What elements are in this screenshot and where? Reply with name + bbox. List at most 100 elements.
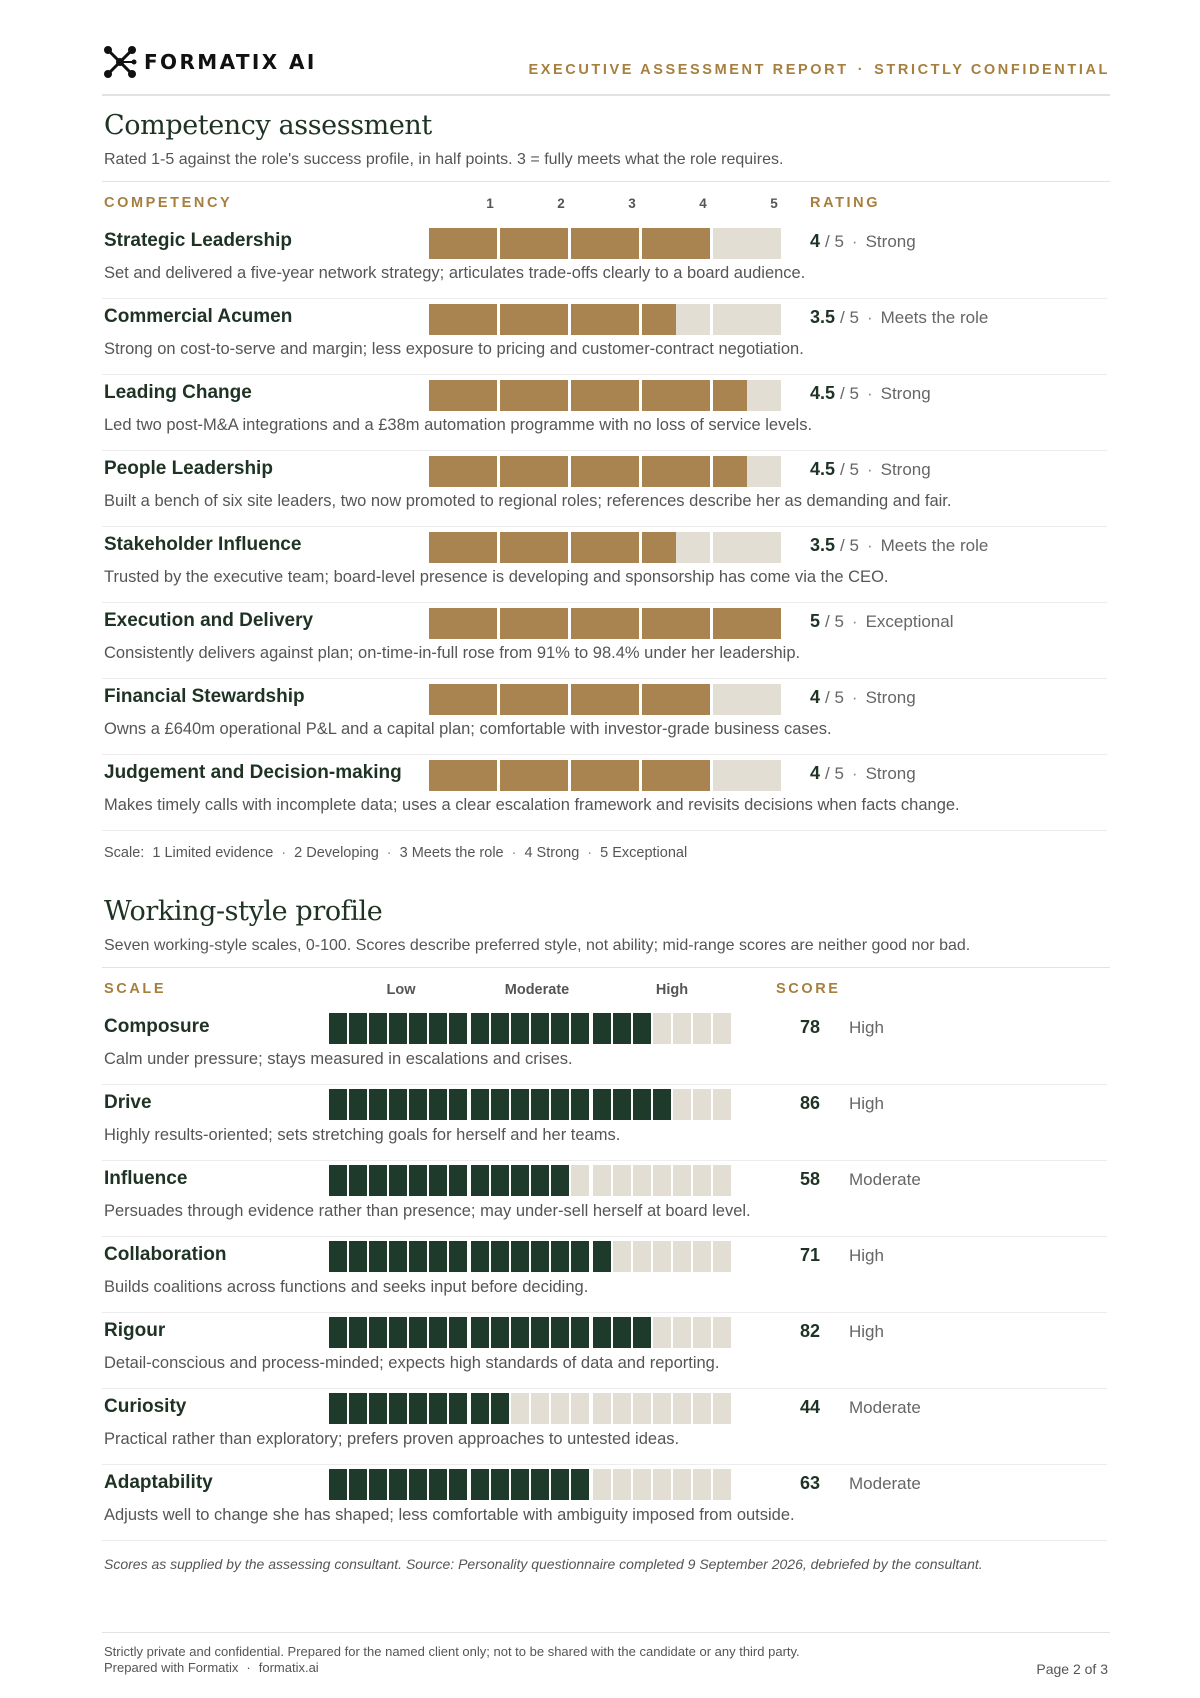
score-cell bbox=[551, 1165, 569, 1196]
score-level: High bbox=[849, 1322, 884, 1341]
rating-segment bbox=[642, 608, 710, 639]
score-cell bbox=[329, 1393, 347, 1424]
score-cell bbox=[713, 1089, 731, 1120]
score-cell bbox=[429, 1013, 447, 1044]
rating-segment-fill bbox=[500, 304, 568, 335]
rating-value: 3.5 bbox=[810, 535, 836, 555]
rating-segment bbox=[642, 380, 710, 411]
row-divider bbox=[102, 1540, 1107, 1541]
scale-description: Adjusts well to change she has shaped; l… bbox=[104, 1506, 795, 1524]
scale-name: Rigour bbox=[104, 1320, 166, 1341]
score-cell bbox=[349, 1165, 367, 1196]
competency-title: Competency assessment bbox=[104, 110, 432, 141]
rating-tick: 2 bbox=[557, 196, 565, 211]
working-style-row: Composure 78 High Calm under pressure; stay… bbox=[0, 1013, 1200, 1092]
rating-segment-fill bbox=[500, 532, 568, 563]
rating-scale-legend: Scale: 1 Limited evidence · 2 Developing · 3… bbox=[104, 845, 688, 861]
competency-rating: 5/ 5 · Exceptional bbox=[810, 611, 953, 632]
score-level: Moderate bbox=[849, 1170, 921, 1189]
score-cell bbox=[429, 1317, 447, 1348]
working-style-row: Drive 86 High Highly results-oriented; sets… bbox=[0, 1089, 1200, 1168]
score-cell bbox=[449, 1317, 467, 1348]
rating-segment bbox=[642, 228, 710, 259]
footer-site-link[interactable]: formatix.ai bbox=[258, 1660, 319, 1675]
row-divider bbox=[102, 1160, 1107, 1161]
competency-row: Strategic Leadership 4/ 5 · Strong Set and d… bbox=[0, 228, 1200, 306]
row-divider bbox=[102, 1312, 1107, 1313]
score-cell bbox=[593, 1165, 611, 1196]
score-cell bbox=[491, 1469, 509, 1500]
scale-item: 1 Limited evidence bbox=[152, 845, 274, 861]
rating-segment bbox=[642, 304, 710, 335]
band-label-moderate: Moderate bbox=[504, 982, 570, 998]
score-cell bbox=[653, 1165, 671, 1196]
score-cell bbox=[369, 1469, 387, 1500]
score-cell bbox=[471, 1089, 489, 1120]
row-divider bbox=[102, 1464, 1107, 1465]
score-cell bbox=[673, 1241, 691, 1272]
rating-segment-fill bbox=[642, 608, 710, 639]
competency-description: Consistently delivers against plan; on-t… bbox=[104, 644, 801, 662]
scale-description: Builds coalitions across functions and s… bbox=[104, 1278, 589, 1296]
score-cell bbox=[491, 1013, 509, 1044]
competency-name: People Leadership bbox=[104, 458, 273, 479]
rating-segment bbox=[429, 456, 497, 487]
scale-name: Influence bbox=[104, 1168, 188, 1189]
rating-segment bbox=[500, 760, 568, 791]
score-cell bbox=[551, 1013, 569, 1044]
scale-name: Adaptability bbox=[104, 1472, 213, 1493]
scale-item: 3 Meets the role bbox=[399, 845, 504, 861]
score-cell bbox=[471, 1013, 489, 1044]
score-cell bbox=[633, 1469, 651, 1500]
score-cell bbox=[531, 1089, 549, 1120]
rating-tick: 1 bbox=[486, 196, 494, 211]
score-cell bbox=[349, 1089, 367, 1120]
source-note: Scores as supplied by the assessing cons… bbox=[104, 1556, 983, 1572]
score-cell bbox=[491, 1089, 509, 1120]
competency-row: Execution and Delivery 5/ 5 · Exceptional Co… bbox=[0, 608, 1200, 686]
row-divider bbox=[102, 602, 1107, 603]
rating-level: Strong bbox=[865, 764, 916, 783]
rating-segment bbox=[713, 760, 781, 791]
rating-segment-fill bbox=[642, 380, 710, 411]
score-cell bbox=[449, 1393, 467, 1424]
rating-segment-fill bbox=[642, 456, 710, 487]
score-cell bbox=[693, 1241, 711, 1272]
rating-segment bbox=[500, 532, 568, 563]
rating-segment-fill bbox=[429, 684, 497, 715]
band-label-low: Low bbox=[386, 982, 416, 998]
score-cell bbox=[571, 1013, 589, 1044]
score-cell bbox=[713, 1013, 731, 1044]
competency-name: Commercial Acumen bbox=[104, 306, 293, 327]
scale-description: Highly results-oriented; sets stretching… bbox=[104, 1126, 621, 1144]
score-cell bbox=[409, 1393, 427, 1424]
score-cell bbox=[329, 1089, 347, 1120]
competency-row: Financial Stewardship 4/ 5 · Strong Owns a £… bbox=[0, 684, 1200, 762]
rating-segment-fill bbox=[713, 456, 747, 487]
score-cell bbox=[369, 1393, 387, 1424]
rating-max: / 5 bbox=[825, 612, 844, 631]
score-cell bbox=[409, 1469, 427, 1500]
score-cell bbox=[429, 1469, 447, 1500]
score-bar bbox=[329, 1317, 745, 1348]
score-cell bbox=[693, 1317, 711, 1348]
score-cell bbox=[593, 1469, 611, 1500]
competency-rating-bar bbox=[429, 304, 785, 335]
rating-segment-fill bbox=[571, 684, 639, 715]
competency-rating: 4.5/ 5 · Strong bbox=[810, 383, 931, 404]
rating-segment bbox=[713, 608, 781, 639]
rating-segment bbox=[429, 760, 497, 791]
rating-value: 4 bbox=[810, 763, 821, 783]
competency-rating-bar bbox=[429, 760, 785, 791]
rating-segment bbox=[642, 684, 710, 715]
row-divider bbox=[102, 450, 1107, 451]
rating-segment-fill bbox=[642, 228, 710, 259]
competency-row: Leading Change 4.5/ 5 · Strong Led two post-… bbox=[0, 380, 1200, 458]
rating-segment-fill bbox=[571, 304, 639, 335]
score-cell bbox=[369, 1089, 387, 1120]
score-cell bbox=[613, 1469, 631, 1500]
score-cell bbox=[349, 1469, 367, 1500]
competency-description: Owns a £640m operational P&L and a capit… bbox=[104, 720, 832, 738]
score-cell bbox=[673, 1469, 691, 1500]
score-cell bbox=[511, 1089, 529, 1120]
